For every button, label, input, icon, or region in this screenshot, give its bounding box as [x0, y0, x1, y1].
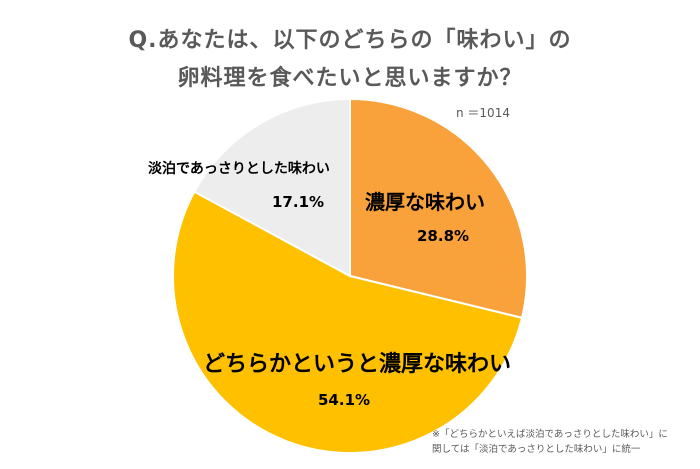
slice-value-somewhat-rich: 54.1%	[318, 391, 371, 409]
slice-value-rich: 28.8%	[417, 227, 470, 245]
chart-title-line2: 卵料理を食べたいと思いますか？	[177, 66, 523, 91]
footnote-line1: ※「どちらかといえば淡泊であっさりとした味わい」に	[432, 429, 668, 440]
slice-rich	[349, 97, 528, 320]
slice-label-somewhat-rich: どちらかというと濃厚な味わい	[203, 352, 512, 377]
sample-size-label: n ＝1014	[456, 106, 510, 120]
slice-label-light: 淡泊であっさりとした味わい	[148, 161, 330, 177]
footnote: ※「どちらかといえば淡泊であっさりとした味わい」に 関しては「淡泊であっさりとし…	[432, 427, 668, 457]
slice-somewhat-rich	[172, 190, 524, 454]
chart-title-line1: Q.あなたは、以下のどちらの「味わい」の	[128, 28, 572, 53]
footnote-line2: 関しては「淡泊であっさりとした味わい」に統一	[432, 444, 641, 455]
slice-value-light: 17.1%	[272, 193, 325, 211]
slice-light	[193, 97, 351, 278]
slice-label-rich: 濃厚な味わい	[365, 190, 485, 214]
